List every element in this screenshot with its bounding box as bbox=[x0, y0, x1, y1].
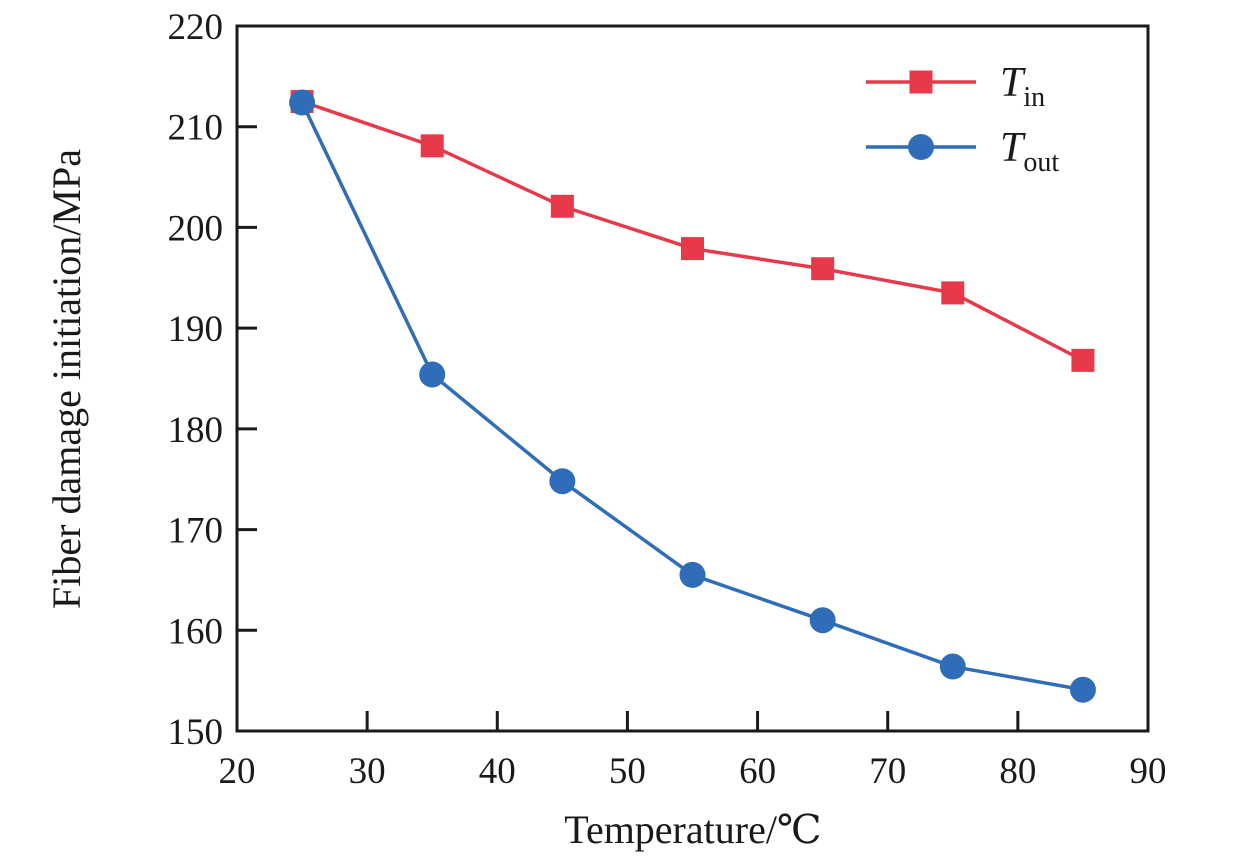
data-point-marker bbox=[939, 653, 966, 680]
data-point-marker bbox=[811, 257, 835, 281]
series-line bbox=[300, 101, 1084, 692]
y-axis-tick-label: 170 bbox=[168, 511, 224, 552]
y-axis-tick-label: 190 bbox=[168, 309, 224, 350]
data-point-marker bbox=[1069, 676, 1096, 703]
legend-item-t-out: Tout bbox=[866, 125, 1059, 178]
y-axis-tick-label: 210 bbox=[168, 108, 224, 149]
x-axis-tick-label: 80 bbox=[999, 751, 1036, 792]
data-point-marker bbox=[809, 607, 836, 634]
data-point-marker bbox=[679, 561, 706, 588]
series-t-in bbox=[290, 90, 1095, 372]
data-point-marker bbox=[550, 194, 574, 218]
data-point-marker bbox=[420, 134, 444, 158]
y-axis-tick-label: 200 bbox=[168, 208, 224, 249]
x-axis-tick-label: 40 bbox=[479, 751, 516, 792]
series-t-out bbox=[289, 89, 1096, 703]
x-axis-title: Temperature/℃ bbox=[564, 807, 821, 852]
data-point-marker bbox=[549, 468, 576, 495]
x-axis-tick-label: 60 bbox=[739, 751, 776, 792]
y-axis-tick-label: 150 bbox=[168, 712, 224, 753]
legend-label: Tin bbox=[1000, 60, 1045, 113]
legend-item-t-in: Tin bbox=[866, 60, 1045, 113]
y-axis-tick-label: 220 bbox=[168, 7, 224, 48]
plot-border bbox=[235, 24, 1150, 733]
data-point-marker bbox=[419, 361, 446, 388]
data-point-marker bbox=[681, 237, 704, 261]
x-axis-tick-label: 70 bbox=[869, 751, 906, 792]
series-line bbox=[301, 99, 1084, 362]
data-point-marker bbox=[1071, 348, 1095, 372]
x-axis-tick-label: 30 bbox=[349, 751, 386, 792]
y-axis-title: Fiber damage initiation/MPa bbox=[44, 149, 89, 609]
legend-marker bbox=[908, 134, 934, 160]
legend-label: Tout bbox=[1000, 125, 1059, 178]
y-axis-tick-label: 160 bbox=[168, 611, 224, 652]
x-axis-tick-label: 90 bbox=[1130, 751, 1167, 792]
legend-marker bbox=[909, 70, 933, 94]
data-point-marker bbox=[289, 89, 316, 116]
y-axis-tick-label: 180 bbox=[168, 410, 224, 451]
legend: Tin Tout bbox=[866, 60, 1059, 178]
data-point-marker bbox=[941, 281, 965, 305]
x-axis-tick-label: 20 bbox=[219, 751, 256, 792]
x-axis-tick-label: 50 bbox=[609, 751, 646, 792]
